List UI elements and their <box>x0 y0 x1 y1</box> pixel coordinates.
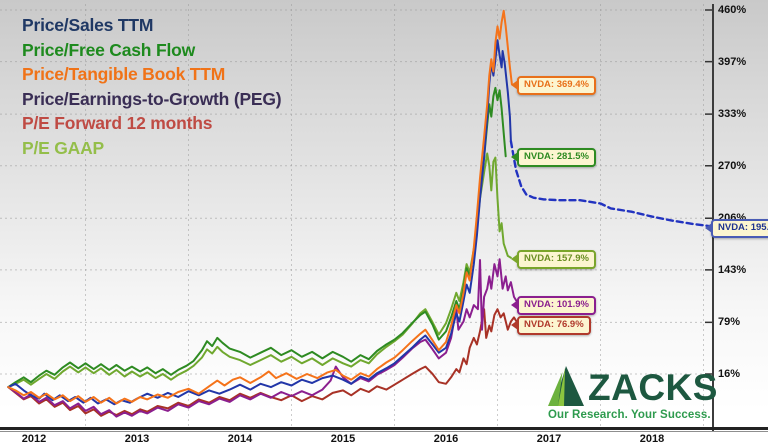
x-axis-year-label: 2016 <box>433 433 459 445</box>
legend-label: P/E GAAP <box>22 137 105 158</box>
legend-label: Price/Earnings-to-Growth (PEG) <box>22 88 282 109</box>
y-axis-tick-label: 79% <box>718 316 741 329</box>
y-axis-tick-label: 460% <box>718 4 747 16</box>
callout-pointer-icon <box>705 222 712 233</box>
callout-pointer-icon <box>511 152 518 163</box>
legend-item-price-tangible-book: Price/Tangible Book TTM <box>22 63 281 88</box>
legend-item-price-sales: Price/Sales TTM <box>22 14 281 39</box>
zacks-logo: ZACKS Our Research. Your Success. <box>548 366 720 421</box>
legend-item-pe-forward: P/E Forward 12 months <box>22 112 281 137</box>
nvda-callout-pe-forward: NVDA: 76.9% <box>511 316 591 336</box>
legend-item-peg: Price/Earnings-to-Growth (PEG) <box>22 88 282 113</box>
y-axis-tick-label: 16% <box>718 368 741 380</box>
callout-text: NVDA: 101.9% <box>524 298 589 310</box>
nvda-callout-peg: NVDA: 101.9% <box>511 295 596 315</box>
legend-item-price-free-cash-flow: Price/Free Cash Flow <box>22 39 281 64</box>
callout-text: NVDA: 369.4% <box>524 79 589 91</box>
legend-label: Price/Sales TTM <box>22 15 154 35</box>
legend-label: Price/Tangible Book TTM <box>22 64 226 84</box>
zacks-wordmark: ZACKS <box>588 367 718 408</box>
legend-label: P/E Forward 12 months <box>22 113 213 133</box>
callout-text: NVDA: 281.5% <box>524 151 589 163</box>
y-axis-tick-label: 143% <box>718 263 747 276</box>
callout-text: NVDA: 157.9% <box>524 252 589 264</box>
y-axis-line <box>712 4 714 432</box>
nvda-callout-pe-gaap: NVDA: 157.9% <box>511 249 596 269</box>
callout-pointer-icon <box>511 253 518 264</box>
callout-text: NVDA: 76.9% <box>524 319 584 331</box>
zacks-tagline: Our Research. Your Success. <box>548 409 711 421</box>
nvda-callout-price-sales-estimate: NVDA: 195.7% <box>705 218 768 238</box>
legend-item-pe-gaap: P/E GAAP <box>22 137 281 162</box>
legend-label: Price/Free Cash Flow <box>22 39 196 60</box>
y-axis-tick-label: 270% <box>718 159 747 172</box>
nvda-callout-tangible-book: NVDA: 369.4% <box>511 76 596 96</box>
callout-pointer-icon <box>511 299 518 310</box>
x-axis-year-label: 2018 <box>639 433 665 445</box>
x-axis-year-label: 2012 <box>21 433 47 445</box>
callout-pointer-icon <box>511 80 518 91</box>
x-axis-year-label: 2015 <box>330 433 356 445</box>
x-axis-line <box>0 427 768 430</box>
x-axis-shadow-line <box>0 431 768 432</box>
zacks-mountain-icon <box>548 366 584 406</box>
callout-text: NVDA: 195.7% <box>718 221 768 233</box>
nvda-callout-free-cash-flow: NVDA: 281.5% <box>511 148 596 168</box>
y-axis-tick-label: 333% <box>718 108 747 121</box>
callout-pointer-icon <box>511 320 518 331</box>
x-axis-year-label: 2014 <box>227 433 253 445</box>
legend: Price/Sales TTM Price/Free Cash Flow Pri… <box>22 14 282 162</box>
x-axis-year-label: 2013 <box>124 433 150 445</box>
x-axis-year-label: 2017 <box>536 433 562 445</box>
y-axis-tick-label: 397% <box>718 55 747 68</box>
